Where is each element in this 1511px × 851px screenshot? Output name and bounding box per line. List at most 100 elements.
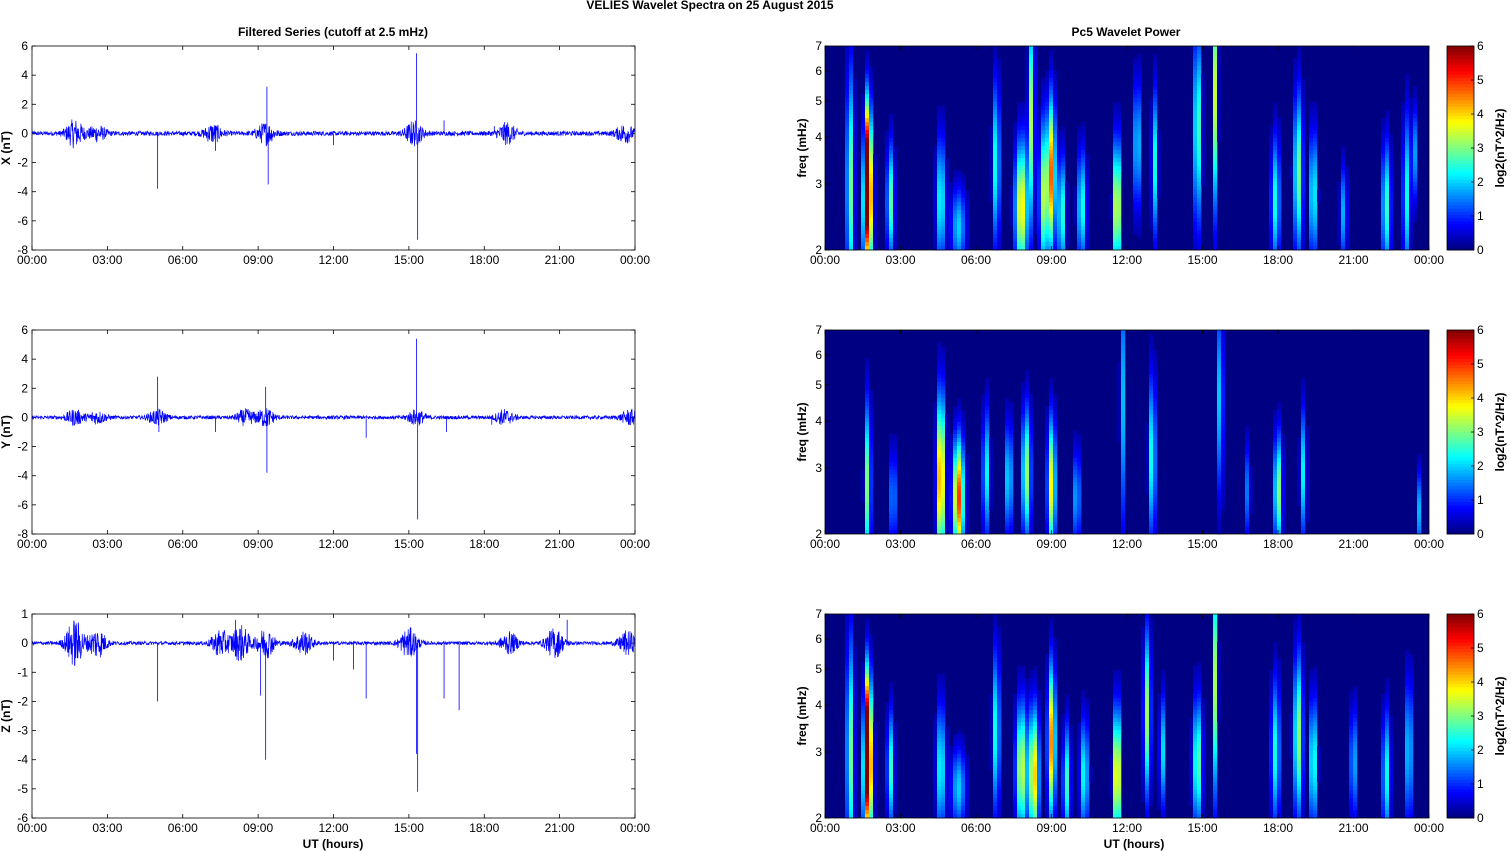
wavelet-y-cell <box>1073 430 1078 435</box>
wavelet-y-cell <box>1153 382 1158 387</box>
wavelet-x-cell <box>1197 50 1202 55</box>
wavelet-y-cell <box>1149 382 1154 387</box>
wavelet-z-cell <box>1141 646 1146 651</box>
wavelet-x-cell <box>937 246 942 251</box>
wavelet-x-cell <box>1057 170 1062 175</box>
wavelet-x-cell <box>1293 206 1298 211</box>
wavelet-x-cell <box>1013 238 1018 243</box>
wavelet-x-cell <box>945 214 950 219</box>
wavelet-y-cell <box>989 450 994 455</box>
wavelet-y-cell <box>949 514 954 519</box>
wavelet-x-cell <box>1077 186 1082 191</box>
wavelet-x-cell <box>1273 114 1278 119</box>
wavelet-x-cell <box>1337 210 1342 215</box>
wavelet-y-cell <box>1049 434 1054 439</box>
wavelet-x-cell <box>1345 190 1350 195</box>
wavelet-x-cell <box>1049 206 1054 211</box>
wavelet-x-cell <box>893 166 898 171</box>
wavelet-x-cell <box>1193 110 1198 115</box>
wavelet-x-cell <box>861 210 866 215</box>
wavelet-y-cell <box>937 470 942 475</box>
wavelet-x-cell <box>1017 166 1022 171</box>
wavelet-x-cell <box>889 186 894 191</box>
wavelet-y-cell <box>1021 486 1026 491</box>
wavelet-y-cell <box>957 422 962 427</box>
wavelet-x-cell <box>849 242 854 247</box>
wavelet-y-cell <box>1217 434 1222 439</box>
wavelet-z-cell <box>1313 678 1318 683</box>
wavelet-x-cell <box>849 142 854 147</box>
wavelet-z-cell <box>865 690 870 695</box>
wavelet-x-cell <box>945 158 950 163</box>
wavelet-y-cell <box>1121 498 1126 503</box>
wavelet-y-cell <box>1273 482 1278 487</box>
wavelet-y-cell <box>1045 482 1050 487</box>
wavelet-x-cell <box>941 146 946 151</box>
wavelet-x-cell <box>997 170 1002 175</box>
wavelet-x-cell <box>989 158 994 163</box>
wavelet-x-cell <box>1381 134 1386 139</box>
wavelet-z-cell <box>869 654 874 659</box>
wavelet-x-cell <box>957 174 962 179</box>
wavelet-y-cell <box>941 374 946 379</box>
wavelet-y-cell <box>985 498 990 503</box>
wavelet-x-cell <box>1153 174 1158 179</box>
wavelet-x-cell <box>1041 170 1046 175</box>
wavelet-x-cell <box>1133 74 1138 79</box>
wavelet-y-cell <box>1153 486 1158 491</box>
wavelet-z-cell <box>1113 698 1118 703</box>
wavelet-z-cell <box>1065 694 1070 699</box>
wavelet-z-cell <box>1293 650 1298 655</box>
wavelet-x-cell <box>1045 206 1050 211</box>
wavelet-x-cell <box>1029 206 1034 211</box>
wavelet-x-cell <box>949 218 954 223</box>
wavelet-x-cell <box>1017 218 1022 223</box>
wavelet-x-cell <box>1021 106 1026 111</box>
wavelet-z-cell <box>1141 682 1146 687</box>
wavelet-z-cell <box>1145 694 1150 699</box>
wavelet-y-cell <box>981 466 986 471</box>
wavelet-x-cell <box>1389 214 1394 219</box>
wavelet-z-cell <box>1025 706 1030 711</box>
wavelet-x-cell <box>1133 182 1138 187</box>
wavelet-z-cell <box>1013 702 1018 707</box>
filtered-x-ytick-label: -4 <box>17 185 28 199</box>
wavelet-x-cell <box>1197 222 1202 227</box>
wavelet-y-cell <box>1045 506 1050 511</box>
wavelet-x-cell <box>1057 218 1062 223</box>
wavelet-x-cell <box>1193 86 1198 91</box>
wavelet-x-cell <box>1217 114 1222 119</box>
wavelet-x-cell <box>1049 166 1054 171</box>
wavelet-z-cell <box>1297 622 1302 627</box>
wavelet-y-cell <box>1301 510 1306 515</box>
wavelet-x-cell <box>1065 238 1070 243</box>
wavelet-y-cell <box>889 506 894 511</box>
wavelet-x-cell <box>993 194 998 199</box>
wavelet-y-cell <box>965 510 970 515</box>
wavelet-x-cell <box>1057 206 1062 211</box>
wavelet-x-cell <box>1021 190 1026 195</box>
wavelet-x-cell <box>1073 218 1078 223</box>
wavelet-x-cell <box>1017 178 1022 183</box>
wavelet-x-cell <box>849 126 854 131</box>
wavelet-x-cell <box>1053 194 1058 199</box>
wavelet-x-cell <box>1401 178 1406 183</box>
wavelet-x-cell <box>1021 182 1026 187</box>
wavelet-x-cell <box>1013 154 1018 159</box>
wavelet-x-cell <box>1149 206 1154 211</box>
wavelet-z-cell <box>1293 674 1298 679</box>
wavelet-z-cell <box>1269 682 1274 687</box>
wavelet-y-cell <box>893 486 898 491</box>
wavelet-y-cell <box>953 498 958 503</box>
wavelet-x-cell <box>1277 118 1282 123</box>
wavelet-x-cell <box>1049 190 1054 195</box>
wavelet-y-cell <box>1045 418 1050 423</box>
wavelet-y-cell <box>865 482 870 487</box>
wavelet-z-cell <box>849 694 854 699</box>
filtered-x-xtick-label: 00:00 <box>620 253 650 267</box>
wavelet-x-cell <box>845 202 850 207</box>
wavelet-y-cell <box>945 434 950 439</box>
wavelet-y-cell <box>1305 446 1310 451</box>
wavelet-x-cell <box>1193 74 1198 79</box>
